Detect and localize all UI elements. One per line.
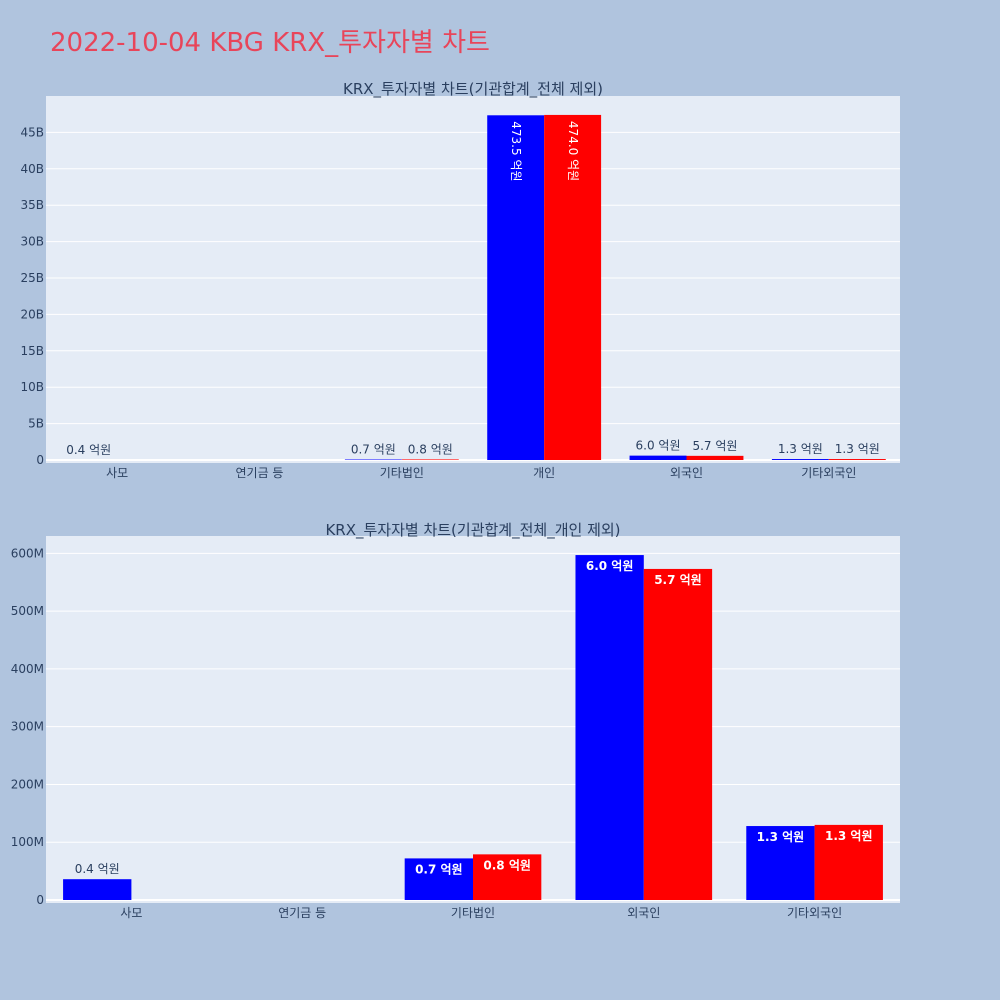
x-tick-label: 연기금 등 (236, 466, 284, 480)
data-label: 474.0 억원 (566, 121, 580, 181)
chart-title: KRX_투자자별 차트(기관합계_전체 제외) (343, 80, 603, 99)
y-tick-label: 100M (11, 835, 44, 849)
x-tick-label: 사모 (106, 466, 128, 480)
y-tick-label: 0 (36, 453, 44, 467)
bar (828, 459, 886, 460)
x-tick-label: 기타외국인 (801, 466, 856, 480)
y-tick-label: 20B (20, 307, 44, 321)
data-label: 0.4 억원 (66, 443, 111, 457)
y-tick-label: 40B (20, 162, 44, 176)
bar (575, 555, 644, 900)
bar (686, 455, 744, 460)
x-tick-label: 기타법인 (451, 906, 495, 920)
y-tick-label: 25B (20, 271, 44, 285)
data-label: 0.7 억원 (415, 862, 463, 876)
y-tick-label: 400M (11, 662, 44, 676)
y-tick-label: 35B (20, 198, 44, 212)
y-tick-label: 10B (20, 380, 44, 394)
x-tick-label: 개인 (533, 466, 555, 480)
data-label: 0.4 억원 (75, 862, 120, 876)
plot-area (46, 96, 900, 463)
y-tick-label: 500M (11, 604, 44, 618)
data-label: 1.3 억원 (778, 442, 823, 456)
data-label: 0.8 억원 (483, 858, 531, 872)
x-tick-label: 기타법인 (380, 466, 424, 480)
bar (771, 459, 829, 460)
y-tick-label: 15B (20, 344, 44, 358)
y-tick-label: 45B (20, 125, 44, 139)
y-tick-label: 200M (11, 777, 44, 791)
bar (643, 568, 713, 900)
data-label: 6.0 억원 (586, 559, 634, 573)
page-title: 2022-10-04 KBG KRX_투자자별 차트 (50, 28, 490, 58)
data-label: 1.3 억원 (757, 830, 805, 844)
bar (473, 854, 542, 900)
y-tick-label: 300M (11, 720, 44, 734)
chart-title: KRX_투자자별 차트(기관합계_전체_개인 제외) (325, 521, 620, 540)
y-tick-label: 0 (36, 893, 44, 907)
data-label: 473.5 억원 (509, 121, 523, 181)
bar (746, 826, 815, 900)
bar (487, 115, 545, 461)
data-label: 5.7 억원 (692, 439, 737, 453)
y-tick-label: 5B (28, 417, 44, 431)
bar (401, 459, 459, 460)
x-tick-label: 연기금 등 (278, 906, 326, 920)
data-label: 0.7 억원 (351, 442, 396, 456)
data-label: 6.0 억원 (636, 439, 681, 453)
bar (814, 824, 883, 900)
x-tick-label: 외국인 (670, 466, 703, 480)
bar (344, 459, 402, 460)
data-label: 5.7 억원 (654, 573, 702, 587)
x-tick-label: 기타외국인 (787, 906, 842, 920)
bar (63, 879, 132, 900)
data-label: 1.3 억원 (825, 829, 873, 843)
data-label: 1.3 억원 (835, 442, 880, 456)
bar (544, 114, 602, 460)
data-label: 0.8 억원 (408, 442, 453, 456)
y-tick-label: 30B (20, 235, 44, 249)
bar (404, 858, 473, 900)
y-tick-label: 600M (11, 546, 44, 560)
chart-2: 0 100M 200M 300M 400M 500M 600M KRX_투자자별 차트(기관합… (11, 521, 900, 920)
x-tick-label: 사모 (120, 906, 142, 920)
bar (629, 455, 687, 460)
chart-1: 0 5B 10B 15B 20B 25B 30B 35B 40B 45B KRX_투자자별 차트(기… (20, 80, 900, 480)
x-tick-label: 외국인 (627, 906, 660, 920)
